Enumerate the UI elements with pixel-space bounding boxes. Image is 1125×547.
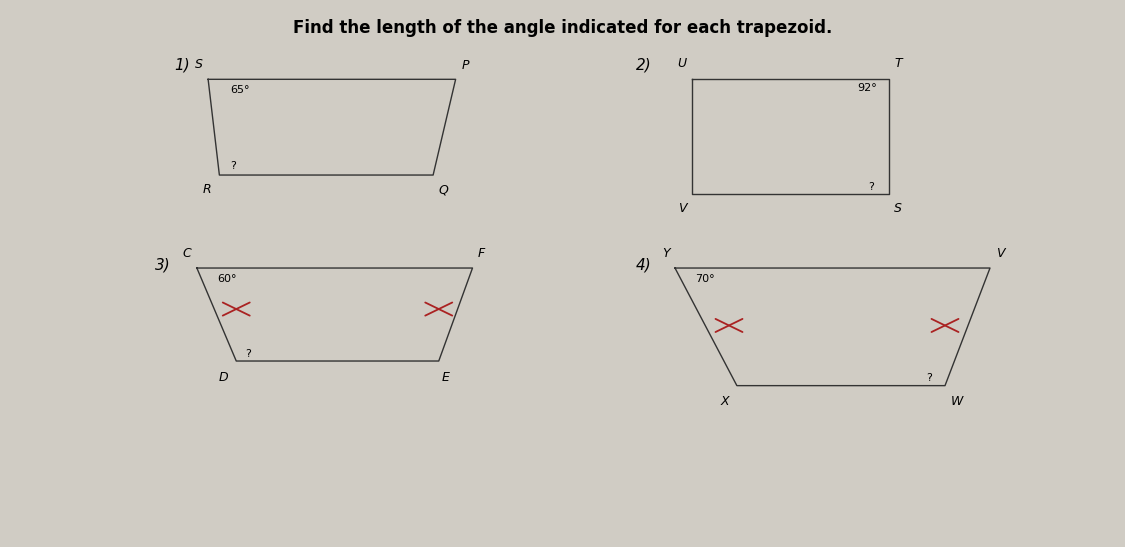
Text: T: T <box>894 57 902 70</box>
Text: X: X <box>720 395 729 408</box>
Text: 3): 3) <box>155 257 171 272</box>
Text: V: V <box>677 202 686 216</box>
Text: U: U <box>677 57 686 70</box>
Text: D: D <box>218 371 228 384</box>
Text: ?: ? <box>868 182 874 191</box>
Text: V: V <box>996 247 1005 260</box>
Text: E: E <box>442 371 450 384</box>
Text: P: P <box>461 59 469 72</box>
Text: ?: ? <box>231 161 236 171</box>
Text: 65°: 65° <box>231 85 250 95</box>
Text: 4): 4) <box>636 257 651 272</box>
Text: R: R <box>202 183 212 196</box>
Text: Y: Y <box>662 247 669 260</box>
Text: ?: ? <box>926 373 932 383</box>
Text: S: S <box>195 58 202 71</box>
Text: 2): 2) <box>636 57 651 72</box>
Text: 1): 1) <box>174 57 190 72</box>
Text: F: F <box>478 247 485 260</box>
Text: W: W <box>951 395 963 408</box>
Text: ?: ? <box>245 349 251 359</box>
Text: Q: Q <box>439 183 449 196</box>
Text: 70°: 70° <box>695 274 714 283</box>
Text: C: C <box>182 247 191 260</box>
Text: 92°: 92° <box>857 83 878 93</box>
Text: 60°: 60° <box>217 274 236 283</box>
Text: S: S <box>894 202 902 216</box>
Text: Find the length of the angle indicated for each trapezoid.: Find the length of the angle indicated f… <box>292 19 832 37</box>
